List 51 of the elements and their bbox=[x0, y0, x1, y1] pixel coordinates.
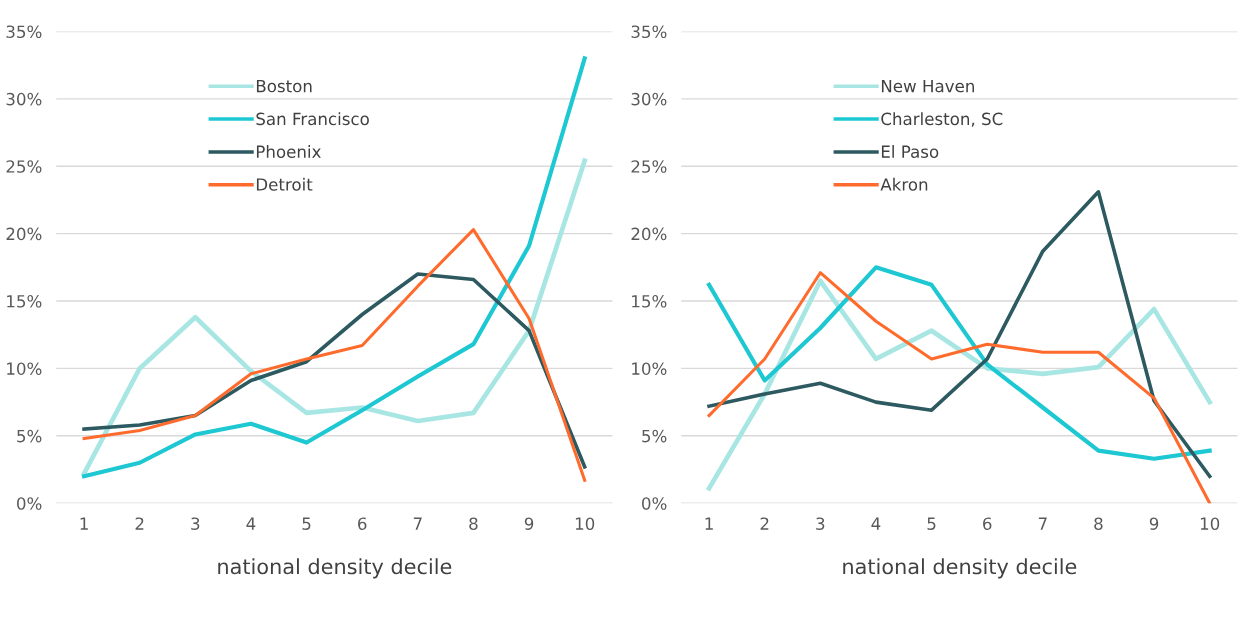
y-tick-label: 30% bbox=[631, 92, 667, 106]
line-series bbox=[81, 158, 588, 476]
x-tick-label: 9 bbox=[1149, 517, 1159, 530]
line-series bbox=[81, 56, 587, 479]
legend-label: Charleston, SC bbox=[881, 112, 1003, 127]
y-tick-label: 10% bbox=[7, 362, 42, 375]
legend-label: Boston bbox=[256, 79, 312, 93]
line-series bbox=[706, 265, 1212, 461]
x-tick-label: 5 bbox=[302, 517, 311, 530]
x-tick-label: 5 bbox=[927, 517, 936, 530]
x-tick-label: 10 bbox=[575, 517, 595, 530]
y-tick-label: 25% bbox=[631, 160, 667, 173]
y-tick-label: 0% bbox=[642, 497, 667, 510]
legend-label: El Paso bbox=[881, 145, 939, 158]
x-tick-label: 3 bbox=[191, 517, 200, 530]
x-tick-label: 1 bbox=[80, 517, 88, 530]
y-tick-label: 10% bbox=[632, 362, 667, 375]
legend-label: Akron bbox=[880, 177, 928, 191]
x-tick-label: 6 bbox=[983, 517, 992, 530]
x-tick-label: 6 bbox=[358, 517, 367, 530]
y-tick-label: 5% bbox=[642, 429, 667, 443]
line-series bbox=[707, 190, 1212, 479]
legend-label: Detroit bbox=[256, 177, 313, 191]
y-tick-label: 25% bbox=[6, 160, 42, 173]
y-tick-label: 20% bbox=[6, 227, 42, 241]
y-tick-label: 15% bbox=[632, 294, 667, 308]
x-tick-label: 7 bbox=[413, 517, 422, 530]
x-tick-label: 2 bbox=[760, 517, 769, 530]
x-tick-label: 4 bbox=[246, 517, 256, 530]
line-series bbox=[82, 228, 587, 482]
y-tick-label: 35% bbox=[6, 25, 42, 39]
x-tick-label: 8 bbox=[1094, 517, 1103, 530]
x-tick-label: 1 bbox=[705, 517, 713, 530]
x-tick-label: 3 bbox=[816, 517, 825, 530]
x-tick-label: 9 bbox=[524, 517, 534, 530]
legend-label: Phoenix bbox=[256, 145, 321, 158]
x-tick-label: 10 bbox=[1200, 517, 1220, 530]
x-tick-label: 2 bbox=[135, 517, 144, 530]
y-tick-label: 0% bbox=[17, 497, 42, 510]
legend-label: San Francisco bbox=[256, 112, 369, 126]
x-tick-label: 4 bbox=[871, 517, 881, 530]
legend-label: New Haven bbox=[881, 79, 974, 93]
y-tick-label: 5% bbox=[17, 429, 42, 443]
x-axis-title: national density decile bbox=[843, 558, 1077, 579]
y-tick-label: 20% bbox=[631, 227, 667, 241]
x-axis-title: national density decile bbox=[218, 558, 452, 579]
y-tick-label: 30% bbox=[6, 92, 42, 106]
y-tick-label: 15% bbox=[7, 294, 42, 308]
y-tick-label: 35% bbox=[631, 25, 667, 39]
x-tick-label: 8 bbox=[469, 517, 478, 530]
x-tick-label: 7 bbox=[1038, 517, 1047, 530]
